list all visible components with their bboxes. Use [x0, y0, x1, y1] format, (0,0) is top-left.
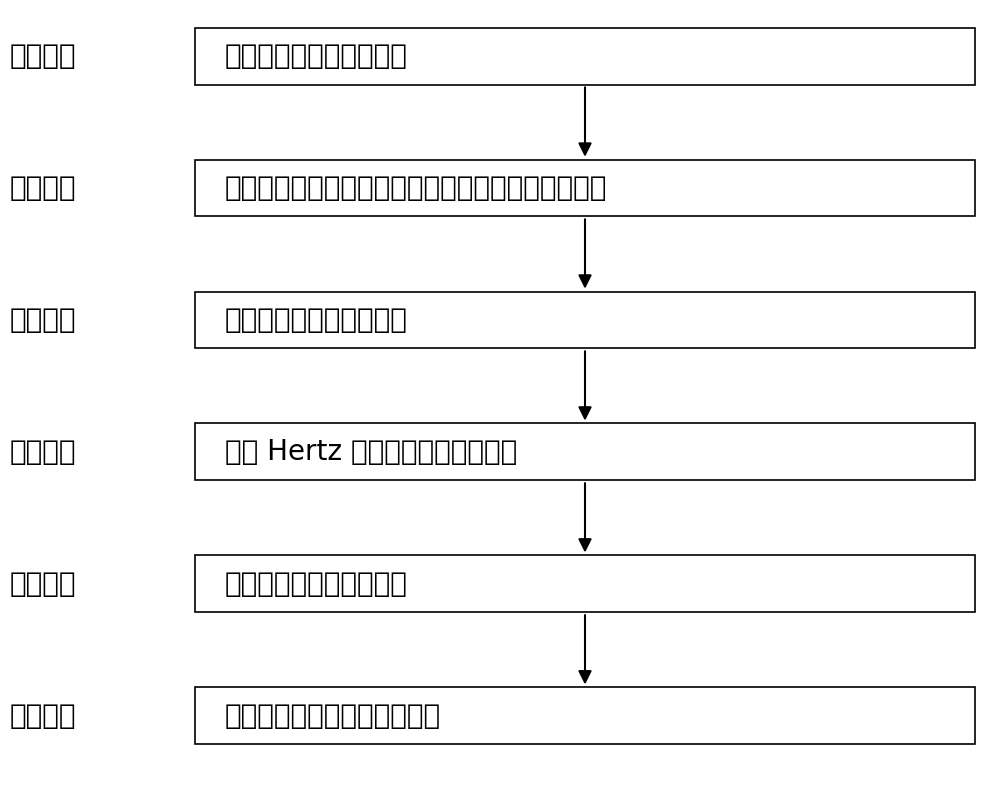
Text: 第四步：: 第四步：: [10, 438, 76, 466]
Text: 第二步：: 第二步：: [10, 174, 76, 202]
Text: 计算 Hertz 矢量对应的高振荡积分: 计算 Hertz 矢量对应的高振荡积分: [225, 438, 517, 466]
Text: 建立雷达与尾流的坐标系: 建立雷达与尾流的坐标系: [225, 42, 408, 70]
Bar: [195, 687, 975, 744]
Bar: [195, 423, 975, 480]
Bar: [195, 292, 975, 348]
Text: 计算飞机尾流的雷达散射截面: 计算飞机尾流的雷达散射截面: [225, 702, 441, 730]
Text: 第六步：: 第六步：: [10, 702, 76, 730]
Text: 计算飞机尾流内部总电场: 计算飞机尾流内部总电场: [225, 306, 408, 334]
Text: 第一步：: 第一步：: [10, 42, 76, 70]
Text: 计算飞机尾流远场散射场: 计算飞机尾流远场散射场: [225, 570, 408, 598]
Bar: [195, 555, 975, 612]
Text: 第三步：: 第三步：: [10, 306, 76, 334]
Bar: [195, 28, 975, 85]
Text: 计算飞机尾流与背景空气的相对介电常数差异的分布: 计算飞机尾流与背景空气的相对介电常数差异的分布: [225, 174, 607, 202]
Bar: [195, 160, 975, 216]
Text: 第五步：: 第五步：: [10, 570, 76, 598]
